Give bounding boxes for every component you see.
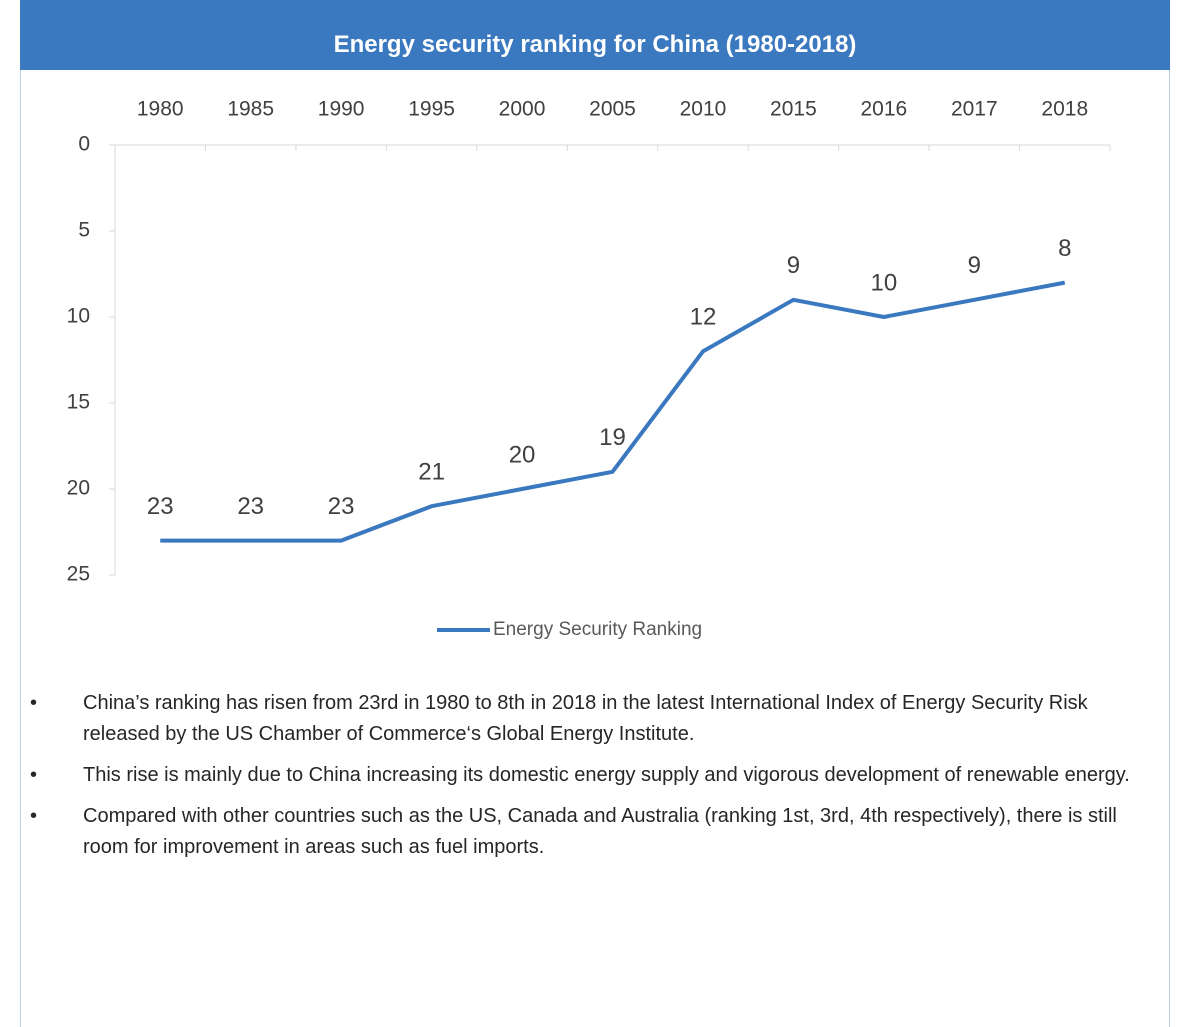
data-label: 12	[690, 304, 717, 331]
x-tick-label: 1980	[137, 98, 184, 121]
x-tick-label: 2000	[499, 98, 546, 121]
x-tick-label: 2016	[861, 98, 908, 121]
bullet: Compared with other countries such as th…	[30, 801, 1130, 863]
x-tick-label: 1995	[408, 98, 455, 121]
x-tick-label: 1990	[318, 98, 365, 121]
data-label: 23	[147, 493, 174, 520]
y-tick-label: 5	[78, 219, 90, 242]
data-label: 9	[968, 252, 981, 279]
data-label: 8	[1058, 235, 1071, 262]
data-label: 9	[787, 252, 800, 279]
data-label: 23	[237, 493, 264, 520]
x-tick-label: 2018	[1041, 98, 1088, 121]
chart-title: Energy security ranking for China (1980-…	[20, 0, 1170, 70]
data-label: 21	[418, 459, 445, 486]
x-tick-label: 2005	[589, 98, 636, 121]
legend-label: Energy Security Ranking	[493, 619, 702, 640]
y-tick-label: 20	[67, 477, 90, 500]
data-label: 23	[328, 493, 355, 520]
data-label: 19	[599, 424, 626, 451]
x-tick-label: 1985	[227, 98, 274, 121]
bullet-list: China’s ranking has risen from 23rd in 1…	[30, 688, 1130, 873]
y-tick-label: 10	[67, 305, 90, 328]
y-tick-label: 0	[78, 133, 90, 156]
y-tick-label: 15	[67, 391, 90, 414]
line	[160, 280, 1066, 543]
x-tick-label: 2017	[951, 98, 998, 121]
frame	[20, 0, 1170, 1027]
bullet: China’s ranking has risen from 23rd in 1…	[30, 688, 1130, 750]
data-label: 20	[509, 441, 536, 468]
x-tick-label: 2015	[770, 98, 817, 121]
y-tick-label: 25	[67, 563, 90, 586]
x-tick-label: 2010	[680, 98, 727, 121]
bullet: This rise is mainly due to China increas…	[30, 760, 1130, 791]
data-label: 10	[871, 269, 898, 296]
